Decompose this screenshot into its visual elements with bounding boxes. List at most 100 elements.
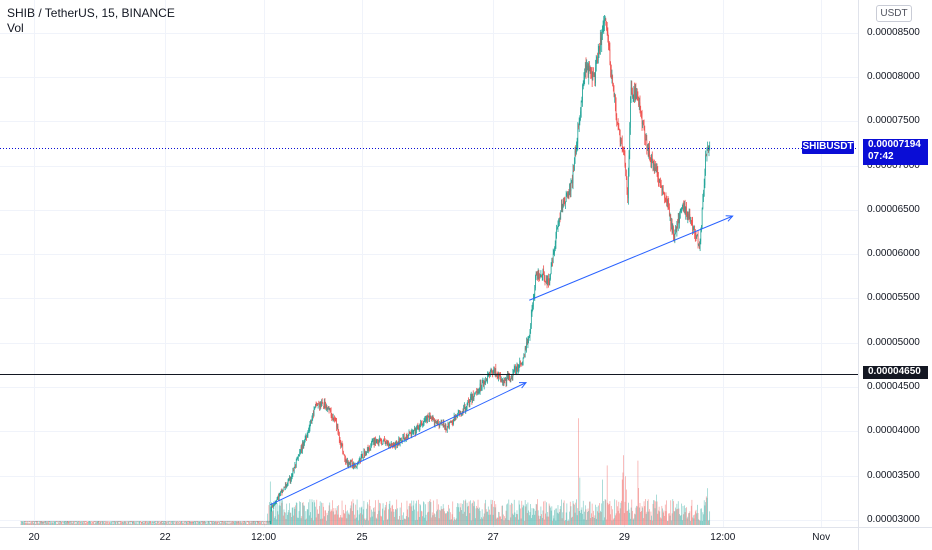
candle-body	[307, 430, 309, 436]
volume-bar	[77, 521, 78, 525]
candle-body	[118, 521, 119, 523]
volume-bar	[141, 522, 143, 525]
volume-bar	[647, 499, 649, 525]
volume-bar	[212, 522, 214, 525]
candle-body	[55, 521, 57, 523]
volume-bar	[601, 503, 603, 525]
volume-bar	[692, 517, 693, 525]
candle-body	[699, 244, 700, 248]
candle-body	[82, 521, 83, 523]
volume-bar	[21, 521, 22, 525]
candle-body	[705, 154, 707, 156]
price-axis-tick-label: 0.00005500	[867, 292, 920, 304]
volume-bar	[280, 499, 282, 525]
candle-body	[658, 181, 660, 183]
candle-body	[96, 521, 98, 523]
candle-body	[177, 521, 178, 523]
candle-body	[47, 521, 48, 523]
candle-body	[368, 447, 369, 451]
candle-body	[640, 108, 641, 112]
candle-body	[302, 443, 304, 447]
candle-body	[38, 521, 39, 523]
candle-body	[221, 521, 223, 523]
candle-body	[458, 413, 460, 414]
volume-bar	[120, 522, 122, 525]
candle-body	[595, 62, 597, 68]
candle-body	[53, 521, 54, 523]
volume-indicator-label[interactable]: Vol	[7, 21, 24, 35]
volume-bar	[544, 500, 546, 525]
volume-bar	[587, 508, 589, 525]
candle-body	[293, 470, 294, 471]
candle-body	[521, 363, 523, 365]
volume-bar	[191, 521, 193, 525]
candle-body	[205, 521, 206, 523]
candle-body	[455, 416, 456, 420]
volume-bar	[349, 508, 351, 525]
volume-bar	[301, 516, 303, 525]
volume-bar	[409, 503, 411, 525]
volume-bar	[163, 521, 165, 525]
volume-bar	[51, 522, 52, 525]
candle-body	[403, 436, 405, 440]
volume-bar	[441, 508, 443, 525]
candle-body	[326, 405, 328, 410]
candle-body	[690, 220, 691, 221]
candle-body	[197, 521, 199, 523]
volume-bar	[563, 502, 564, 525]
candle-body	[140, 521, 141, 523]
candle-body	[233, 521, 235, 523]
volume-bar	[668, 513, 670, 525]
candle-body	[136, 521, 138, 523]
candle-body	[425, 418, 427, 420]
candle-body	[115, 521, 117, 523]
volume-bar	[543, 501, 544, 525]
volume-bar	[117, 521, 119, 525]
candle-body	[390, 444, 391, 446]
volume-bar	[284, 512, 286, 525]
volume-bar	[125, 523, 127, 525]
volume-bar	[478, 508, 480, 525]
volume-bar	[118, 523, 119, 525]
candle-body	[54, 521, 56, 523]
volume-bar	[632, 519, 634, 525]
volume-bar	[46, 522, 48, 525]
volume-bar	[295, 505, 296, 525]
candle-body	[505, 379, 507, 384]
candle-body	[175, 521, 176, 523]
volume-bar	[250, 522, 252, 525]
candle-body	[502, 380, 503, 382]
volume-bar	[358, 520, 359, 525]
volume-bar	[171, 521, 173, 525]
candle-body	[200, 521, 201, 523]
volume-bar	[558, 513, 560, 525]
volume-bar	[115, 521, 117, 525]
volume-bar	[386, 519, 388, 525]
volume-bar	[300, 518, 302, 525]
candle-body	[90, 521, 92, 523]
volume-bar	[641, 506, 643, 525]
volume-bar	[336, 510, 337, 525]
candle-body	[166, 521, 168, 523]
volume-bar	[205, 523, 207, 525]
candle-body	[499, 375, 501, 377]
candle-body	[170, 521, 171, 523]
volume-bar	[136, 522, 137, 525]
volume-bar	[389, 500, 391, 525]
volume-bar	[360, 513, 361, 525]
candle-body	[252, 521, 253, 523]
candle-body	[218, 521, 219, 523]
candle-body	[45, 521, 47, 523]
volume-bar	[554, 508, 556, 525]
candle-body	[213, 521, 215, 523]
candle-body	[468, 401, 469, 403]
candle-body	[190, 521, 191, 523]
candle-body	[278, 496, 279, 499]
currency-button[interactable]: USDT	[876, 5, 912, 22]
volume-bar	[84, 523, 86, 525]
volume-bar	[410, 506, 412, 525]
volume-bar	[251, 521, 253, 525]
volume-bar	[384, 507, 386, 525]
volume-bar	[287, 514, 288, 525]
